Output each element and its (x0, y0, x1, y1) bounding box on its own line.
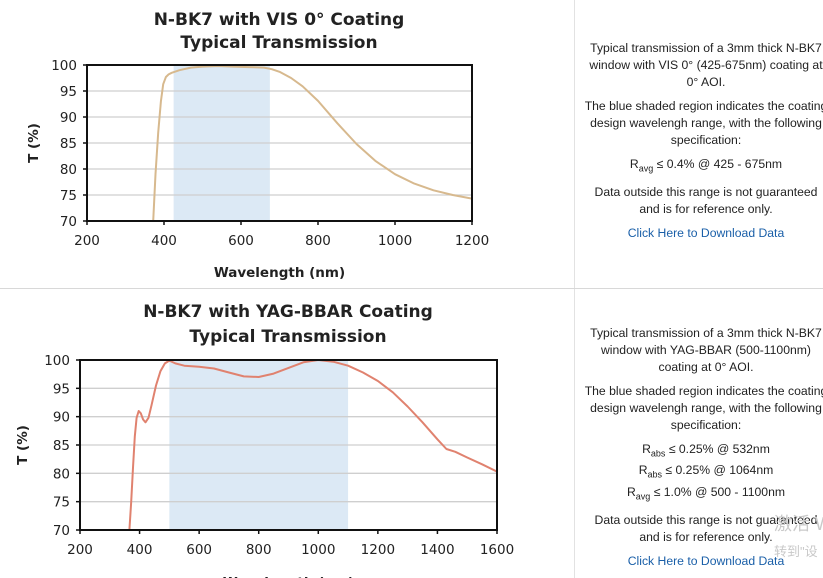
spec-line: Ravg ≤ 0.4% @ 425 - 675nm (584, 156, 823, 177)
y-tick-label: 95 (60, 84, 77, 100)
disclaimer-text: Data outside this range is not guarantee… (594, 185, 818, 217)
shade-note: The blue shaded region indicates the coa… (584, 99, 823, 147)
chart-title-line: N-BK7 with VIS 0° Coating (154, 10, 405, 30)
x-tick-label: 1200 (455, 233, 489, 249)
y-tick-label: 75 (53, 495, 70, 511)
y-tick-label: 80 (53, 466, 70, 482)
y-tick-label: 70 (60, 214, 77, 230)
x-tick-label: 1600 (480, 542, 514, 558)
y-tick-label: 95 (53, 381, 70, 397)
spec-value: ≤ 0.4% @ 425 - 675nm (653, 157, 783, 171)
spec-subscript: avg (635, 491, 651, 502)
description-text: Typical transmission of a 3mm thick N-BK… (590, 326, 822, 374)
spec-subscript: abs (647, 469, 663, 480)
y-tick-label: 80 (60, 162, 77, 178)
x-tick-label: 200 (67, 542, 93, 558)
spec-value: ≤ 0.25% @ 532nm (665, 442, 770, 456)
download-data-link[interactable]: Click Here to Download Data (627, 554, 785, 569)
vis-coating-chart: N-BK7 with VIS 0° Coating Typical Transmi… (26, 10, 489, 281)
x-axis-label: Wavelength (nm) (223, 575, 354, 578)
x-tick-label: 1000 (378, 233, 412, 249)
x-tick-label: 400 (127, 542, 153, 558)
x-tick-label: 1000 (301, 542, 335, 558)
transmission-curve (152, 65, 472, 221)
y-tick-label: 90 (60, 110, 77, 126)
chart-title-line: N-BK7 with YAG-BBAR Coating (143, 302, 433, 322)
y-tick-label: 90 (53, 410, 70, 426)
description-text: Typical transmission of a 3mm thick N-BK… (589, 41, 823, 89)
spec-value: ≤ 1.0% @ 500 - 1100nm (650, 484, 785, 499)
x-tick-label: 600 (186, 542, 212, 558)
spec-symbol: R (629, 157, 639, 171)
transmission-curve (128, 359, 497, 530)
shade-note: The blue shaded region indicates the coa… (584, 384, 823, 432)
x-axis-label: Wavelength (nm) (214, 265, 345, 281)
spec-line: Rabs ≤ 0.25% @ 1064nm (584, 462, 823, 483)
description-box: Typical transmission of a 3mm thick N-BK… (584, 40, 823, 249)
y-tick-label: 85 (60, 136, 77, 152)
chart-title-line: Typical Transmission (180, 33, 377, 53)
panel-divider (574, 0, 575, 288)
spec-line: Ravg ≤ 1.0% @ 500 - 1100nm (584, 484, 823, 505)
y-axis-label: T (%) (15, 425, 31, 465)
spec-list: Rabs ≤ 0.25% @ 532nm Rabs ≤ 0.25% @ 1064n… (584, 441, 823, 505)
y-tick-label: 100 (44, 353, 70, 369)
activation-watermark: 激活 W (774, 514, 823, 534)
yag-bbar-coating-chart: N-BK7 with YAG-BBAR Coating Typical Trans… (15, 302, 514, 578)
x-tick-label: 600 (228, 233, 254, 249)
spec-value: ≤ 0.25% @ 1064nm (662, 463, 774, 478)
x-tick-label: 1400 (420, 542, 454, 558)
y-tick-label: 100 (51, 58, 77, 74)
spec-symbol: R (626, 484, 636, 499)
x-tick-label: 800 (246, 542, 272, 558)
download-data-link[interactable]: Click Here to Download Data (627, 226, 785, 241)
description-box: Typical transmission of a 3mm thick N-BK… (584, 325, 823, 577)
y-tick-label: 70 (53, 523, 70, 539)
x-tick-label: 800 (305, 233, 331, 249)
spec-list: Ravg ≤ 0.4% @ 425 - 675nm (584, 156, 823, 177)
chart-panel-yag-bbar: N-BK7 with YAG-BBAR Coating Typical Trans… (0, 289, 823, 578)
spec-line: Rabs ≤ 0.25% @ 532nm (584, 441, 823, 462)
chart-title-line: Typical Transmission (189, 327, 386, 347)
x-tick-label: 200 (74, 233, 100, 249)
spec-symbol: R (638, 463, 648, 478)
spec-subscript: abs (650, 448, 666, 459)
y-tick-label: 85 (53, 438, 70, 454)
x-tick-label: 400 (151, 233, 177, 249)
spec-symbol: R (642, 442, 651, 456)
y-tick-label: 75 (60, 188, 77, 204)
chart-panel-vis: N-BK7 with VIS 0° Coating Typical Transmi… (0, 0, 823, 289)
disclaimer-text: Data outside this range is not guarantee… (594, 513, 818, 545)
x-tick-label: 1200 (361, 542, 395, 558)
panel-divider (574, 289, 575, 578)
y-axis-label: T (%) (26, 123, 42, 163)
spec-subscript: avg (638, 163, 654, 174)
activation-watermark-sub: 转到"设 (774, 544, 818, 559)
